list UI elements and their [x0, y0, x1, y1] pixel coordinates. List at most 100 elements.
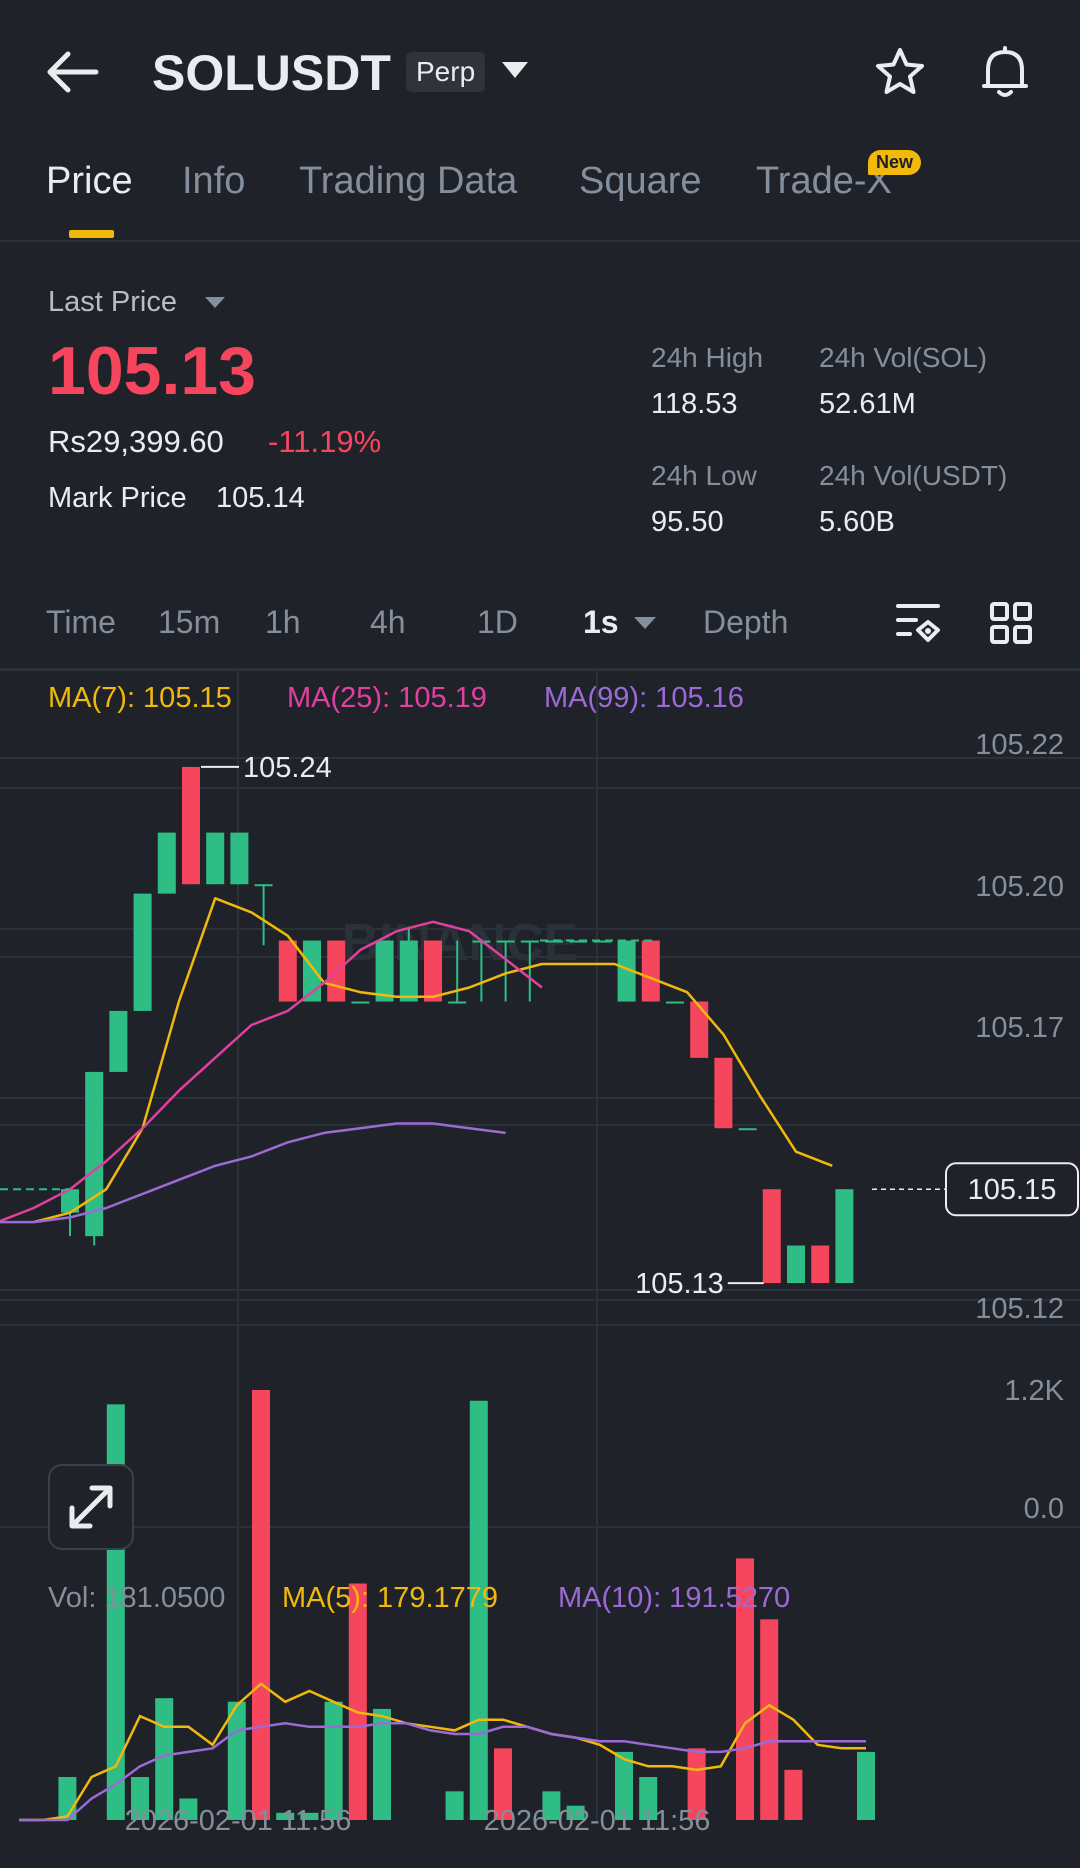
tab-trading-data[interactable]: Trading Data: [299, 160, 518, 202]
candle: [424, 940, 442, 1002]
volume-bar: [639, 1777, 658, 1820]
candle: [254, 884, 273, 887]
candle: [762, 1189, 781, 1284]
chevron-down-icon[interactable]: [634, 617, 656, 629]
y-tick-label: 105.22: [975, 729, 1064, 761]
volume-bar: [736, 1558, 754, 1820]
stat-24h-high-value: 118.53: [651, 388, 738, 420]
back-arrow-icon[interactable]: [42, 46, 102, 98]
candle: [714, 1057, 733, 1129]
x-tick-label: 2026-02-01 11:56: [125, 1805, 352, 1837]
ma99-legend: MA(99): 105.16: [544, 682, 744, 714]
new-badge: New: [868, 150, 922, 175]
candle: [182, 766, 200, 885]
current-price-box: [945, 1162, 1079, 1217]
candle: [351, 1001, 370, 1004]
ma25-line: [0, 920, 543, 1223]
volume-bar: [227, 1701, 246, 1820]
volume-bar: [687, 1748, 706, 1820]
ma7-legend: MA(7): 105.15: [48, 682, 232, 714]
candle: [569, 940, 588, 943]
perp-badge: Perp: [406, 52, 486, 92]
stat-24h-low-label: 24h Low: [651, 460, 757, 491]
stat-24h-low-value: 95.50: [651, 506, 724, 538]
price-chart[interactable]: BINANCE105.25105.22105.20105.17105.15105…: [0, 670, 1080, 1868]
stat-24h-vol-usdt-value: 5.60B: [819, 506, 895, 538]
candle: [787, 1245, 805, 1284]
volume-bar: [252, 1390, 270, 1820]
header: SOLUSDT Perp: [0, 0, 1080, 140]
high-marker-label: 105.24: [243, 752, 332, 784]
bell-icon[interactable]: [978, 44, 1032, 100]
interval-1d[interactable]: 1D: [477, 604, 518, 640]
volume-bar: [131, 1777, 149, 1820]
chevron-down-icon[interactable]: [502, 62, 528, 78]
interval-1h[interactable]: 1h: [265, 604, 301, 640]
volume-bar: [155, 1698, 174, 1820]
change-percent: -11.19%: [268, 424, 382, 459]
candle: [61, 1189, 79, 1213]
interval-1s[interactable]: 1s: [583, 604, 619, 640]
chart-settings-icon[interactable]: [894, 600, 944, 646]
x-tick-label: 2026-02-01 11:56: [484, 1805, 711, 1837]
volume-bar: [784, 1769, 803, 1820]
volume-legend: Vol: 181.0500: [48, 1582, 226, 1614]
volume-y-tick: 0.0: [1024, 1493, 1064, 1525]
candle: [133, 893, 152, 1011]
volume-bar: [857, 1751, 875, 1820]
volume-bar: [469, 1400, 488, 1820]
candle: [399, 940, 418, 1002]
tab-square[interactable]: Square: [579, 160, 702, 202]
volume-ma10-line: [19, 1722, 866, 1822]
candle: [641, 940, 660, 1002]
candle: [230, 832, 249, 885]
mark-price-label: Mark Price: [48, 482, 187, 514]
volume-bar: [615, 1751, 633, 1820]
low-marker-label: 105.13: [635, 1268, 724, 1300]
volume-ma5-line: [19, 1682, 866, 1822]
candle: [448, 1001, 467, 1004]
interval-15m[interactable]: 15m: [158, 604, 221, 640]
candle: [206, 832, 225, 885]
tab-price[interactable]: Price: [46, 160, 133, 202]
chevron-down-icon[interactable]: [205, 297, 225, 308]
fiat-price: Rs29,399.60: [48, 424, 224, 459]
y-tick-label: 105.17: [975, 1012, 1064, 1044]
volume-bar: [566, 1805, 585, 1820]
interval-4h[interactable]: 4h: [370, 604, 406, 640]
symbol-title[interactable]: SOLUSDT: [152, 45, 391, 101]
layout-grid-icon[interactable]: [990, 602, 1032, 644]
volume-bar: [760, 1619, 779, 1820]
volume-bar: [494, 1748, 512, 1820]
volume-bar: [324, 1701, 343, 1820]
last-price: 105.13: [48, 333, 256, 409]
candle: [157, 832, 176, 894]
stat-24h-vol-sol-value: 52.61M: [819, 388, 916, 420]
candle: [303, 940, 321, 1002]
last-price-label[interactable]: Last Price: [48, 286, 177, 318]
star-icon[interactable]: [874, 46, 926, 98]
candle: [738, 1128, 757, 1131]
ma7-line: [33, 897, 833, 1224]
expand-icon: [69, 1485, 113, 1529]
candle: [496, 940, 515, 943]
stat-24h-high-label: 24h High: [651, 342, 764, 373]
candle: [690, 1001, 709, 1058]
candle: [109, 1010, 128, 1072]
stat-24h-vol-sol-label: 24h Vol(SOL): [819, 342, 988, 373]
stat-24h-vol-usdt-label: 24h Vol(USDT): [819, 460, 1008, 491]
fullscreen-button[interactable]: [48, 1464, 134, 1550]
volume-bar: [300, 1812, 319, 1820]
volume-bar: [373, 1708, 391, 1820]
volume-ma5-legend: MA(5): 179.1779: [282, 1582, 499, 1614]
interval-depth[interactable]: Depth: [703, 604, 789, 640]
tab-info[interactable]: Info: [182, 160, 246, 202]
volume-y-tick: 1.2K: [1004, 1375, 1064, 1407]
candle: [375, 940, 394, 1002]
interval-time[interactable]: Time: [46, 604, 116, 640]
y-tick-label: 105.20: [975, 871, 1064, 903]
active-tab-indicator: [69, 230, 114, 238]
candle: [811, 1245, 830, 1284]
candle: [520, 940, 539, 943]
mark-price-value: 105.14: [216, 482, 305, 514]
